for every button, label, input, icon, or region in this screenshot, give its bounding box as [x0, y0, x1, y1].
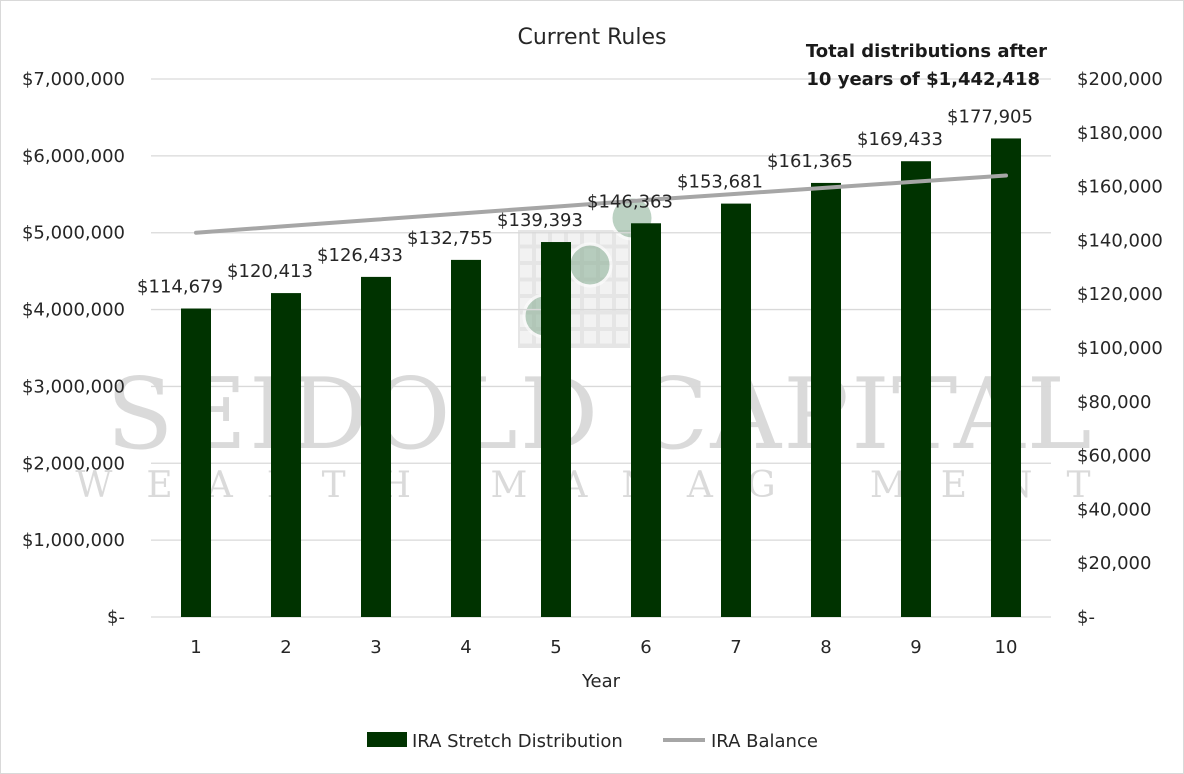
x-tick-label: 5 — [550, 637, 561, 658]
emblem-cell — [520, 281, 532, 294]
y2-tick-label: $40,000 — [1077, 499, 1151, 520]
watermark: SEIDOLD CAPITAL WEALTH MANAGEMENT — [75, 195, 1124, 506]
data-labels: $114,679$120,413$126,433$132,755$139,393… — [137, 106, 1033, 297]
data-label: $120,413 — [227, 261, 313, 282]
emblem-cell — [568, 232, 580, 245]
legend-label-bar: IRA Stretch Distribution — [412, 731, 623, 752]
y-tick-label: $6,000,000 — [22, 146, 125, 167]
emblem-cell — [520, 248, 532, 261]
bar-series — [181, 138, 1021, 618]
chart-title: Current Rules — [518, 25, 667, 50]
x-tick-label: 4 — [460, 637, 471, 658]
emblem-cell — [536, 232, 548, 245]
y-axis-right: $- $20,000 $40,000 $60,000 $80,000 $100,000 $1… — [1077, 69, 1163, 628]
emblem-cell — [520, 331, 532, 344]
bar — [721, 203, 751, 617]
x-tick-label: 1 — [190, 637, 201, 658]
x-tick-label: 2 — [280, 637, 291, 658]
x-tick-label: 9 — [910, 637, 921, 658]
x-tick-label: 8 — [820, 637, 831, 658]
y-tick-label: $- — [107, 607, 125, 628]
data-label: $177,905 — [947, 106, 1033, 127]
emblem-cell — [616, 331, 628, 344]
y2-tick-label: $60,000 — [1077, 446, 1151, 467]
data-label: $161,365 — [767, 151, 853, 172]
annotation-line-1: Total distributions after — [806, 41, 1047, 62]
watermark-line2: WEALTH MANAGEMENT — [75, 465, 1124, 506]
data-label: $153,681 — [677, 172, 763, 193]
x-tick-label: 6 — [640, 637, 651, 658]
data-label: $169,433 — [857, 129, 943, 150]
legend-swatch-bar — [367, 732, 407, 747]
line-series — [194, 173, 1008, 235]
bar — [991, 138, 1021, 617]
y2-tick-label: $140,000 — [1077, 230, 1163, 251]
annotation-line-2: 10 years of $1,442,418 — [806, 69, 1040, 90]
data-label: $132,755 — [407, 228, 493, 249]
y-tick-label: $4,000,000 — [22, 300, 125, 321]
emblem-cell — [616, 281, 628, 294]
emblem-cell — [520, 232, 532, 245]
y2-tick-label: $- — [1077, 607, 1095, 628]
x-axis: 1 2 3 4 5 6 7 8 9 10 — [190, 637, 1017, 658]
y-tick-label: $5,000,000 — [22, 223, 125, 244]
y2-tick-label: $200,000 — [1077, 69, 1163, 90]
bar — [901, 161, 931, 618]
y-tick-label: $7,000,000 — [22, 69, 125, 90]
x-tick-label: 3 — [370, 637, 381, 658]
bar — [271, 293, 301, 617]
y2-tick-label: $180,000 — [1077, 123, 1163, 144]
bar — [181, 308, 211, 617]
emblem-cell — [616, 298, 628, 311]
y2-tick-label: $100,000 — [1077, 338, 1163, 359]
bar — [811, 182, 841, 617]
x-tick-label: 10 — [995, 637, 1018, 658]
legend: IRA Stretch Distribution IRA Balance — [367, 731, 818, 752]
data-label: $146,363 — [587, 191, 673, 212]
emblem-cell — [600, 232, 612, 245]
bar — [451, 259, 481, 617]
emblem-cell — [584, 331, 596, 344]
y2-tick-label: $20,000 — [1077, 553, 1151, 574]
y-axis-left: $- $1,000,000 $2,000,000 $3,000,000 $4,000,0… — [22, 69, 125, 628]
emblem-cell — [520, 265, 532, 278]
emblem-cell — [584, 298, 596, 311]
emblem-cell — [600, 314, 612, 327]
emblem-cell — [600, 331, 612, 344]
data-label: $114,679 — [137, 277, 223, 298]
line-ira-balance — [194, 173, 1008, 235]
watermark-line1: SEIDOLD CAPITAL — [106, 358, 1093, 472]
emblem-cell — [584, 314, 596, 327]
emblem-cell — [600, 281, 612, 294]
emblem-cell — [584, 232, 596, 245]
data-label: $139,393 — [497, 210, 583, 231]
emblem-cell — [616, 314, 628, 327]
emblem-cell — [616, 248, 628, 261]
legend-label-line: IRA Balance — [711, 731, 818, 752]
emblem-cell — [552, 232, 564, 245]
y-tick-label: $1,000,000 — [22, 530, 125, 551]
y2-tick-label: $160,000 — [1077, 177, 1163, 198]
data-label: $126,433 — [317, 245, 403, 266]
x-tick-label: 7 — [730, 637, 741, 658]
y2-tick-label: $80,000 — [1077, 392, 1151, 413]
x-axis-title: Year — [581, 671, 621, 692]
bar — [541, 242, 571, 617]
y-tick-label: $2,000,000 — [22, 453, 125, 474]
emblem-cell — [616, 265, 628, 278]
bar — [631, 223, 661, 618]
y-tick-label: $3,000,000 — [22, 376, 125, 397]
emblem-cell — [600, 298, 612, 311]
bar — [361, 276, 391, 617]
y2-tick-label: $120,000 — [1077, 284, 1163, 305]
